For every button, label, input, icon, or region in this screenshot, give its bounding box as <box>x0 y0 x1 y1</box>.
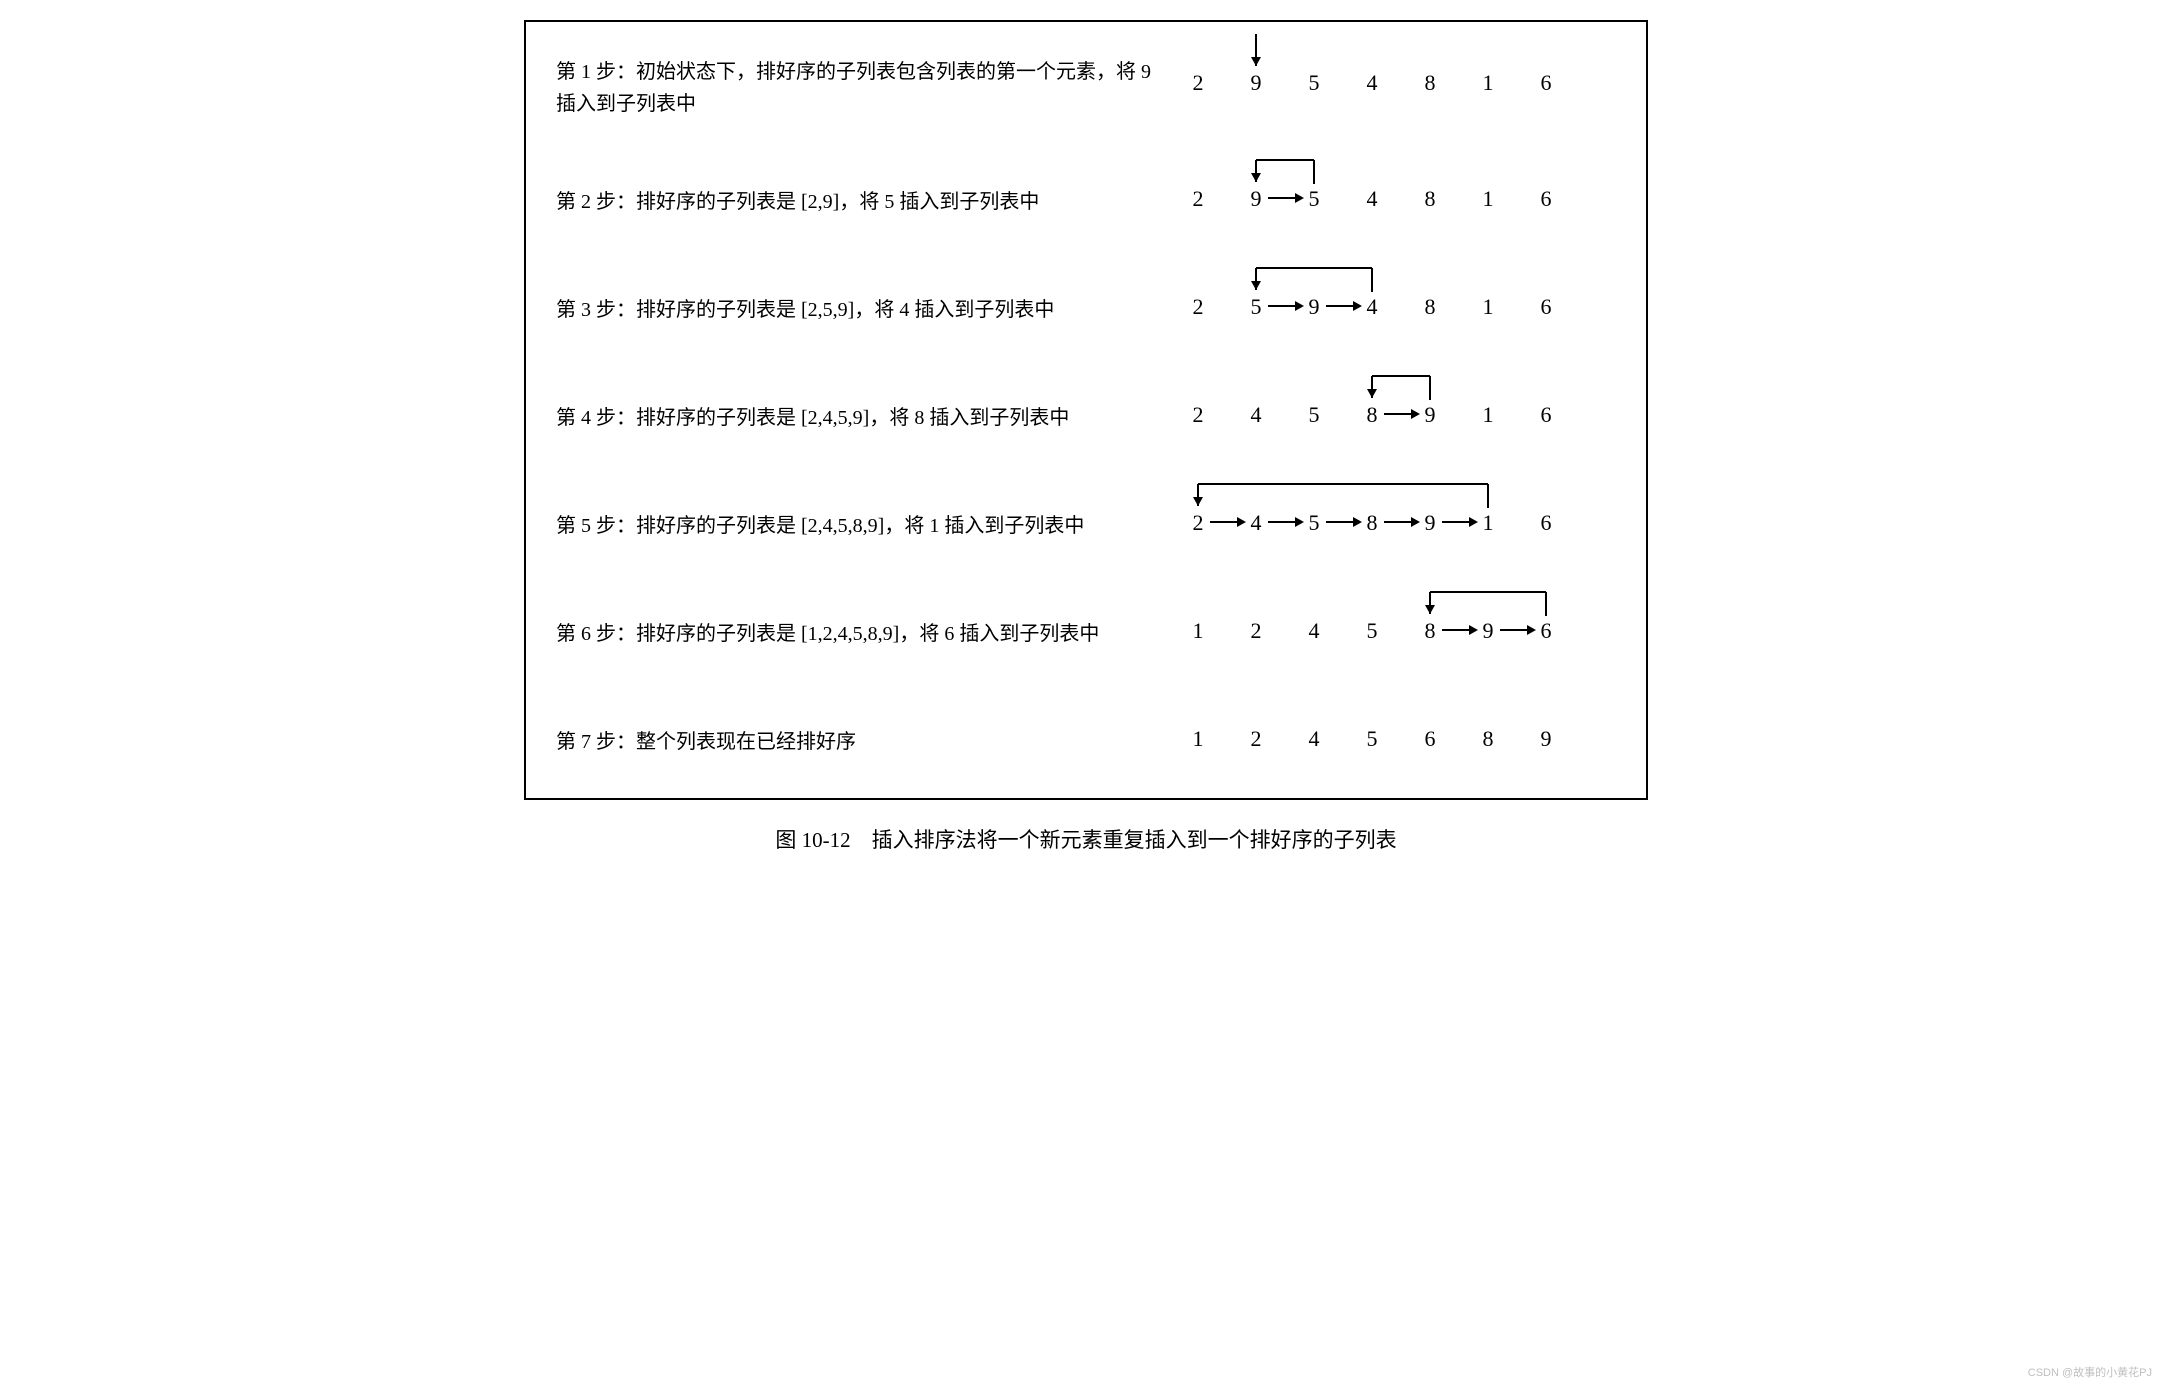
array-value: 6 <box>1418 726 1442 752</box>
array-value: 4 <box>1302 618 1326 644</box>
array-value: 2 <box>1186 510 1210 536</box>
step-description: 第 3 步：排好序的子列表是 [2,5,9]，将 4 插入到子列表中 <box>556 276 1176 326</box>
array-value: 4 <box>1360 70 1384 96</box>
array-value: 2 <box>1244 726 1268 752</box>
array-value: 8 <box>1418 294 1442 320</box>
steps-container: 第 1 步：初始状态下，排好序的子列表包含列表的第一个元素，将 9 插入到子列表… <box>556 52 1616 768</box>
array-display: 2 4 5 8 9 1 6 <box>1176 492 1616 552</box>
step-description: 第 7 步：整个列表现在已经排好序 <box>556 708 1176 758</box>
array-value: 2 <box>1186 402 1210 428</box>
array-value: 4 <box>1244 510 1268 536</box>
array-value: 5 <box>1360 618 1384 644</box>
array-display: 2 9 5 4 8 1 6 <box>1176 52 1616 112</box>
array-value: 1 <box>1476 70 1500 96</box>
array-value: 6 <box>1534 510 1558 536</box>
array-display: 2 9 5 4 8 1 6 <box>1176 168 1616 228</box>
array-value: 6 <box>1534 186 1558 212</box>
array-value: 8 <box>1476 726 1500 752</box>
array-value: 9 <box>1244 186 1268 212</box>
arrow-overlay <box>1176 492 1592 552</box>
array-value: 9 <box>1418 510 1442 536</box>
array-value: 8 <box>1418 70 1442 96</box>
array-value: 6 <box>1534 70 1558 96</box>
array-display: 1 2 4 5 6 8 9 <box>1176 708 1616 768</box>
array-value: 4 <box>1360 186 1384 212</box>
array-value: 9 <box>1476 618 1500 644</box>
step-description: 第 2 步：排好序的子列表是 [2,9]，将 5 插入到子列表中 <box>556 168 1176 218</box>
array-display: 1 2 4 5 8 9 6 <box>1176 600 1616 660</box>
array-value: 1 <box>1476 510 1500 536</box>
arrow-overlay <box>1176 708 1592 768</box>
arrow-overlay <box>1176 600 1592 660</box>
step-row: 第 5 步：排好序的子列表是 [2,4,5,8,9]，将 1 插入到子列表中 2 4… <box>556 492 1616 552</box>
arrow-overlay <box>1176 52 1592 112</box>
array-display: 2 5 9 4 8 1 6 <box>1176 276 1616 336</box>
array-value: 9 <box>1244 70 1268 96</box>
array-value: 8 <box>1360 402 1384 428</box>
array-value: 2 <box>1244 618 1268 644</box>
step-row: 第 3 步：排好序的子列表是 [2,5,9]，将 4 插入到子列表中 2 5 9 4 8 1… <box>556 276 1616 336</box>
array-value: 5 <box>1302 510 1326 536</box>
array-value: 8 <box>1360 510 1384 536</box>
step-description: 第 4 步：排好序的子列表是 [2,4,5,9]，将 8 插入到子列表中 <box>556 384 1176 434</box>
array-value: 4 <box>1244 402 1268 428</box>
step-row: 第 6 步：排好序的子列表是 [1,2,4,5,8,9]，将 6 插入到子列表中… <box>556 600 1616 660</box>
array-value: 6 <box>1534 294 1558 320</box>
step-description: 第 6 步：排好序的子列表是 [1,2,4,5,8,9]，将 6 插入到子列表中 <box>556 600 1176 650</box>
array-value: 5 <box>1302 402 1326 428</box>
step-row: 第 7 步：整个列表现在已经排好序 1 2 4 5 6 8 9 <box>556 708 1616 768</box>
array-value: 1 <box>1476 402 1500 428</box>
array-value: 9 <box>1418 402 1442 428</box>
array-value: 1 <box>1476 186 1500 212</box>
array-value: 9 <box>1302 294 1326 320</box>
step-description: 第 5 步：排好序的子列表是 [2,4,5,8,9]，将 1 插入到子列表中 <box>556 492 1176 542</box>
array-value: 1 <box>1186 726 1210 752</box>
array-value: 6 <box>1534 402 1558 428</box>
step-description: 第 1 步：初始状态下，排好序的子列表包含列表的第一个元素，将 9 插入到子列表… <box>556 52 1176 120</box>
array-value: 4 <box>1302 726 1326 752</box>
array-value: 1 <box>1476 294 1500 320</box>
step-row: 第 2 步：排好序的子列表是 [2,9]，将 5 插入到子列表中 2 9 5 4 8 1 6 <box>556 168 1616 228</box>
array-value: 5 <box>1302 186 1326 212</box>
array-value: 6 <box>1534 618 1558 644</box>
array-value: 5 <box>1302 70 1326 96</box>
arrow-overlay <box>1176 276 1592 336</box>
arrow-overlay <box>1176 168 1592 228</box>
array-display: 2 4 5 8 9 1 6 <box>1176 384 1616 444</box>
array-value: 1 <box>1186 618 1210 644</box>
step-row: 第 1 步：初始状态下，排好序的子列表包含列表的第一个元素，将 9 插入到子列表… <box>556 52 1616 120</box>
array-value: 5 <box>1244 294 1268 320</box>
array-value: 5 <box>1360 726 1384 752</box>
array-value: 8 <box>1418 618 1442 644</box>
array-value: 4 <box>1360 294 1384 320</box>
arrow-overlay <box>1176 384 1592 444</box>
array-value: 2 <box>1186 70 1210 96</box>
watermark: CSDN @故事的小黄花PJ <box>2028 1364 2152 1380</box>
figure-caption: 图 10-12 插入排序法将一个新元素重复插入到一个排好序的子列表 <box>536 824 1636 854</box>
array-value: 8 <box>1418 186 1442 212</box>
array-value: 2 <box>1186 186 1210 212</box>
figure-box: 第 1 步：初始状态下，排好序的子列表包含列表的第一个元素，将 9 插入到子列表… <box>524 20 1648 800</box>
array-value: 2 <box>1186 294 1210 320</box>
step-row: 第 4 步：排好序的子列表是 [2,4,5,9]，将 8 插入到子列表中 2 4 5 8… <box>556 384 1616 444</box>
array-value: 9 <box>1534 726 1558 752</box>
